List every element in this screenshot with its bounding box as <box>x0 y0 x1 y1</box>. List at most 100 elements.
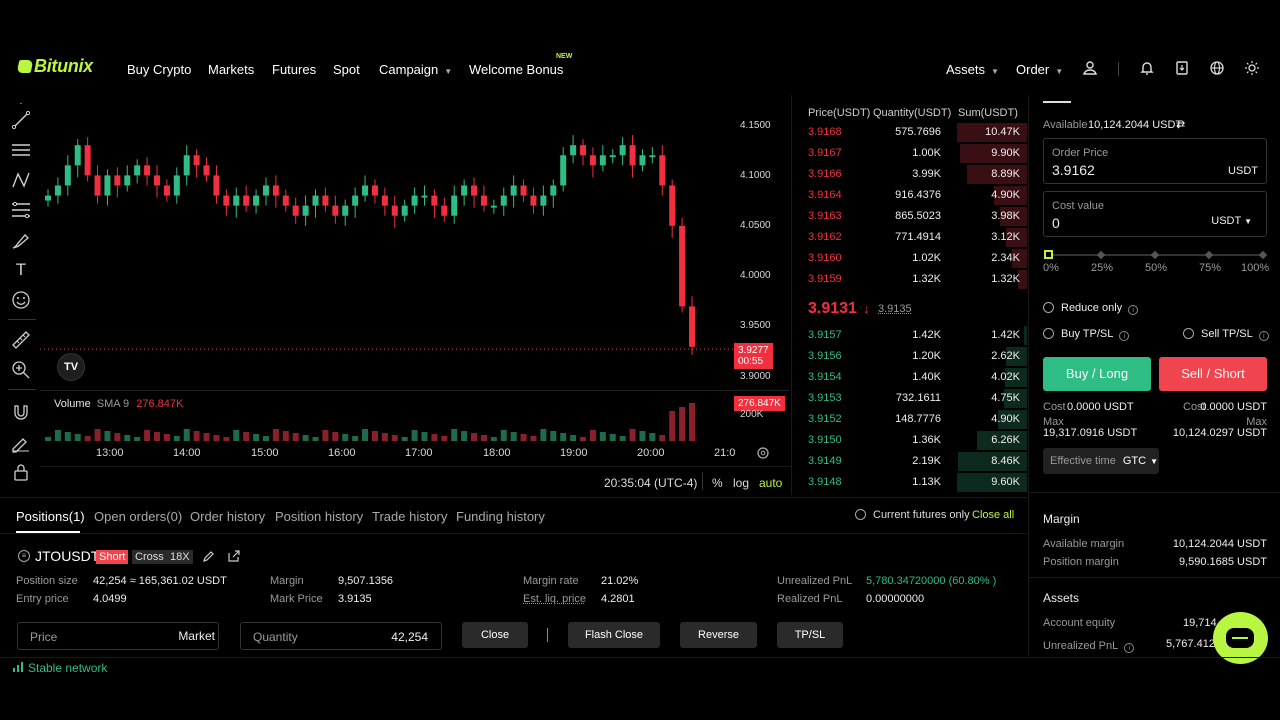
lock-icon[interactable] <box>10 461 32 483</box>
nav-markets[interactable]: Markets <box>208 62 255 77</box>
text-icon[interactable]: T <box>15 260 27 279</box>
ask-row[interactable]: 3.9164 916.4376 4.90K <box>795 185 1027 206</box>
volume-bar <box>431 434 438 441</box>
chart-settings-icon[interactable] <box>756 446 770 460</box>
bitunix-logo[interactable]: Bitunix <box>16 56 93 77</box>
bid-row[interactable]: 3.9150 1.36K 6.26K <box>795 430 1027 451</box>
radio-icon[interactable] <box>1183 328 1194 339</box>
position-symbol[interactable]: JTOUSDT <box>35 548 100 564</box>
slider-mark[interactable] <box>1150 250 1160 260</box>
radio-icon[interactable] <box>855 509 866 520</box>
sun-icon[interactable] <box>1244 60 1260 76</box>
info-icon[interactable]: i <box>1119 331 1130 341</box>
bid-row[interactable]: 3.9154 1.40K 4.02K <box>795 367 1027 388</box>
ask-row[interactable]: 3.9167 1.00K 9.90K <box>795 143 1027 164</box>
share-icon[interactable] <box>227 549 241 563</box>
tradingview-logo[interactable]: TV <box>57 353 85 381</box>
flash-close-button[interactable]: Flash Close <box>568 622 660 648</box>
slider-mark[interactable] <box>1258 250 1268 260</box>
tab-position-history[interactable]: Position history <box>275 509 364 524</box>
bid-row[interactable]: 3.9152 148.7776 4.90K <box>795 409 1027 430</box>
nav-futures[interactable]: Futures <box>272 62 317 77</box>
quantity-value[interactable]: 42,254 <box>391 630 428 644</box>
sell-short-button[interactable]: Sell / Short <box>1159 357 1267 391</box>
magnet-icon[interactable] <box>10 401 32 423</box>
close-position-button[interactable]: Close <box>462 622 528 648</box>
nav-campaign[interactable]: Campaign ▼ <box>379 62 452 77</box>
current-futures-only-option[interactable]: Current futures only <box>855 509 970 521</box>
volume-bar <box>441 436 448 441</box>
close-price-field[interactable]: Price Market <box>17 622 219 650</box>
buy-long-button[interactable]: Buy / Long <box>1043 357 1151 391</box>
max-short-value: 10,124.0297 USDT <box>1172 427 1267 439</box>
bell-icon[interactable] <box>1139 60 1155 76</box>
auto-toggle[interactable]: auto <box>759 476 783 490</box>
close-all-button[interactable]: Close all <box>972 509 1015 521</box>
fib-icon[interactable] <box>10 199 32 221</box>
bid-row[interactable]: 3.9153 732.1611 4.75K <box>795 388 1027 409</box>
nav-welcome-bonus[interactable]: Welcome Bonus <box>469 62 564 77</box>
tab-positions[interactable]: Positions(1) <box>16 509 85 524</box>
globe-icon[interactable] <box>1209 60 1225 76</box>
tpsl-button[interactable]: TP/SL <box>777 622 843 648</box>
cost-value-field[interactable]: Cost value 0 USDT ▼ <box>1043 191 1267 237</box>
ask-row[interactable]: 3.9166 3.99K 8.89K <box>795 164 1027 185</box>
nav-spot[interactable]: Spot <box>333 62 360 77</box>
emoji-icon[interactable] <box>10 289 32 311</box>
order-menu[interactable]: Order ▼ <box>1016 62 1063 77</box>
close-quantity-field[interactable]: Quantity 42,254 <box>240 622 442 650</box>
effective-time-select[interactable]: Effective time GTC ▼ <box>1043 448 1159 474</box>
ask-qty: 1.00K <box>912 147 941 159</box>
percent-toggle[interactable]: % <box>712 476 723 490</box>
ruler-icon[interactable] <box>10 329 32 351</box>
tab-open-orders[interactable]: Open orders(0) <box>94 509 183 524</box>
info-icon[interactable]: i <box>1128 305 1139 315</box>
radio-icon[interactable] <box>1043 302 1054 313</box>
slider-mark[interactable] <box>1096 250 1106 260</box>
tab-trade-history[interactable]: Trade history <box>372 509 448 524</box>
nav-buy-crypto[interactable]: Buy Crypto <box>127 62 192 77</box>
order-book: Price(USDT) Quantity(USDT) Sum(USDT) 3.9… <box>795 95 1027 495</box>
ask-row[interactable]: 3.9163 865.5023 3.98K <box>795 206 1027 227</box>
bid-row[interactable]: 3.9157 1.42K 1.42K <box>795 325 1027 346</box>
reverse-button[interactable]: Reverse <box>680 622 757 648</box>
chat-support-button[interactable] <box>1213 612 1268 664</box>
ask-row[interactable]: 3.9162 771.4914 3.12K <box>795 227 1027 248</box>
candlestick-plot[interactable] <box>40 95 740 485</box>
edit-icon[interactable] <box>202 550 215 563</box>
price-chart[interactable]: 4.1500 4.1000 4.0500 4.0000 3.9500 3.900… <box>40 95 792 495</box>
assets-menu[interactable]: Assets ▼ <box>946 62 999 77</box>
download-icon[interactable] <box>1174 60 1190 76</box>
log-toggle[interactable]: log <box>733 476 750 490</box>
bid-row[interactable]: 3.9148 1.13K 9.60K <box>795 472 1027 493</box>
info-icon[interactable]: i <box>1258 331 1269 341</box>
radio-icon[interactable] <box>1043 328 1054 339</box>
user-icon[interactable] <box>1082 60 1098 76</box>
cost-unit-select[interactable]: USDT ▼ <box>1211 215 1252 227</box>
lock-draw-icon[interactable] <box>10 431 32 453</box>
bid-row[interactable]: 3.9156 1.20K 2.62K <box>795 346 1027 367</box>
order-price-field[interactable]: Order Price 3.9162 USDT <box>1043 138 1267 184</box>
price-mode[interactable]: Market <box>178 629 215 643</box>
ask-row[interactable]: 3.9160 1.02K 2.34K <box>795 248 1027 269</box>
sell-tpsl-option[interactable]: Sell TP/SL i <box>1183 328 1269 341</box>
pattern-icon[interactable] <box>10 169 32 191</box>
tab-order-history[interactable]: Order history <box>190 509 266 524</box>
tab-funding-history[interactable]: Funding history <box>456 509 545 524</box>
slider-mark[interactable] <box>1204 250 1214 260</box>
brush-icon[interactable] <box>10 229 32 251</box>
crosshair-icon[interactable]: · <box>19 98 23 109</box>
reduce-only-option[interactable]: Reduce only i <box>1043 302 1139 315</box>
slider-handle[interactable] <box>1044 250 1053 259</box>
info-icon[interactable]: i <box>1124 643 1135 653</box>
ask-row[interactable]: 3.9168 575.7696 10.47K <box>795 122 1027 143</box>
buy-tpsl-option[interactable]: Buy TP/SL i <box>1043 328 1130 341</box>
zoom-in-icon[interactable] <box>10 359 32 381</box>
parallel-lines-icon[interactable] <box>10 139 32 161</box>
transfer-icon[interactable]: ⇄ <box>1176 119 1186 131</box>
bid-row[interactable]: 3.9149 2.19K 8.46K <box>795 451 1027 472</box>
trendline-icon[interactable] <box>10 109 32 131</box>
order-price-value[interactable]: 3.9162 <box>1052 162 1095 178</box>
cost-value-input[interactable]: 0 <box>1052 215 1060 231</box>
ask-row[interactable]: 3.9159 1.32K 1.32K <box>795 269 1027 290</box>
